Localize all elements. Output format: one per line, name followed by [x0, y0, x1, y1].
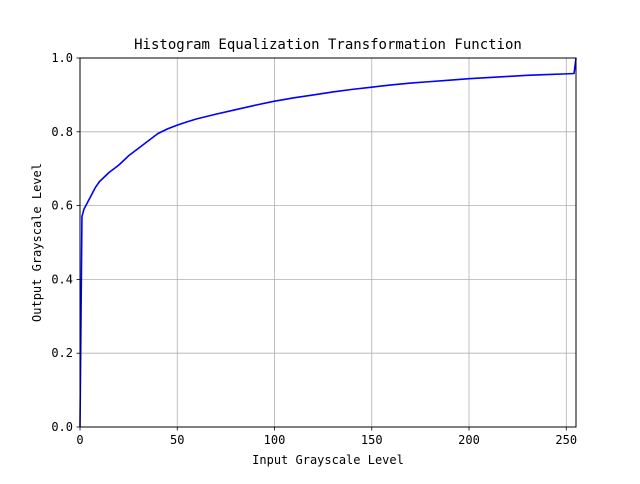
x-tick-label: 0 — [76, 433, 83, 447]
x-tick-label: 150 — [361, 433, 383, 447]
plot-frame — [79, 57, 577, 428]
x-tick-label: 250 — [555, 433, 577, 447]
x-tick-label: 200 — [458, 433, 480, 447]
y-tick-label: 1.0 — [51, 51, 73, 65]
axis-ticks: 0 50 100 150 200 250 0.0 0.2 0.4 0.6 0.8 1.0 — [51, 51, 577, 447]
chart-title: Histogram Equalization Transformation Fu… — [134, 37, 522, 53]
y-tick-label: 0.2 — [51, 346, 73, 360]
y-tick-label: 0.4 — [51, 272, 73, 286]
y-tick-label: 0.0 — [51, 420, 73, 434]
transform-function-line — [79, 57, 577, 428]
y-axis-label: Output Grayscale Level — [30, 163, 44, 322]
grid-lines — [79, 57, 576, 428]
series-lines — [79, 57, 577, 428]
x-tick-label: 50 — [170, 433, 184, 447]
x-tick-label: 100 — [264, 433, 286, 447]
y-tick-label: 0.6 — [51, 199, 73, 213]
y-tick-label: 0.8 — [51, 125, 73, 139]
x-axis-label: Input Grayscale Level — [252, 453, 404, 467]
